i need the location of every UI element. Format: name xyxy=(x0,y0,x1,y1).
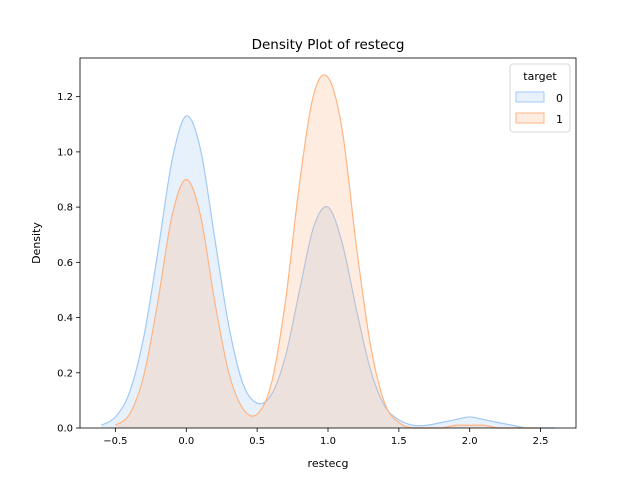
density-area-target-0 xyxy=(101,115,555,429)
y-tick-label: 1.0 xyxy=(57,147,73,158)
chart-title: Density Plot of restecg xyxy=(252,37,405,53)
y-tick-label: 0.4 xyxy=(57,313,73,324)
x-tick-label: 2.0 xyxy=(462,436,478,447)
density-line-target-0 xyxy=(100,115,555,429)
x-axis: −0.5 0.0 0.5 1.0 1.5 2.0 2.5 xyxy=(103,428,549,447)
x-tick-label: 1.5 xyxy=(391,436,407,447)
legend-label-target-0: 0 xyxy=(556,92,563,105)
x-tick-label: −0.5 xyxy=(103,436,127,447)
y-axis-label: Density xyxy=(30,222,43,264)
legend-swatch-target-0 xyxy=(515,91,545,103)
y-axis: 0.0 0.2 0.4 0.6 0.8 1.0 1.2 xyxy=(57,92,80,435)
legend-swatch-target-1 xyxy=(515,112,545,124)
density-area-target-1 xyxy=(115,74,541,429)
legend: target 0 1 xyxy=(509,63,571,133)
series-layer xyxy=(100,74,555,429)
y-tick-label: 0.2 xyxy=(57,368,73,379)
x-axis-label: restecg xyxy=(308,457,349,470)
x-tick-label: 0.0 xyxy=(178,436,194,447)
x-tick-label: 2.5 xyxy=(533,436,549,447)
y-tick-label: 0.0 xyxy=(57,424,73,435)
x-tick-label: 0.5 xyxy=(249,436,265,447)
legend-title: target xyxy=(523,70,557,83)
y-tick-label: 0.6 xyxy=(57,258,73,269)
density-line-target-1 xyxy=(115,74,541,429)
legend-label-target-1: 1 xyxy=(556,113,563,126)
y-tick-label: 0.8 xyxy=(57,203,73,214)
y-tick-label: 1.2 xyxy=(57,92,73,103)
legend-box xyxy=(509,63,571,133)
x-tick-label: 1.0 xyxy=(320,436,336,447)
